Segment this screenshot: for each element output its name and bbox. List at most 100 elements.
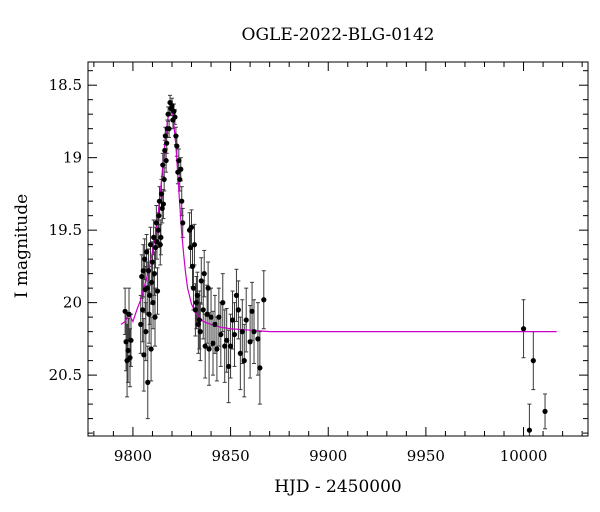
data-point (205, 285, 211, 291)
data-point (520, 326, 527, 332)
data-point (148, 346, 154, 352)
y-tick-label: 18.5 (49, 76, 82, 94)
data-point (526, 427, 533, 433)
data-point (163, 157, 169, 164)
data-point (143, 249, 150, 255)
data-point (147, 292, 153, 298)
data-point (138, 321, 144, 327)
data-point (165, 111, 171, 117)
data-point (188, 224, 195, 230)
error-bars (123, 94, 548, 437)
data-point (197, 329, 203, 335)
x-tick-label: 9800 (114, 447, 152, 465)
data-point (255, 336, 261, 342)
data-point (174, 143, 180, 149)
data-point (227, 343, 234, 349)
x-tick-label: 10000 (500, 447, 548, 465)
data-point (257, 365, 263, 371)
data-point (206, 346, 212, 352)
data-point (212, 321, 218, 327)
data-point (233, 292, 240, 298)
chart-title: OGLE-2022-BLG-0142 (242, 25, 435, 45)
data-point (160, 201, 166, 207)
data-point (151, 234, 157, 241)
data-point (160, 162, 166, 168)
data-point (149, 259, 156, 265)
data-point (169, 102, 175, 109)
data-point (156, 213, 162, 219)
data-point (145, 379, 151, 385)
data-point (176, 157, 182, 164)
data-point (178, 166, 184, 172)
data-point (204, 311, 210, 317)
data-point (157, 242, 163, 248)
data-point (164, 140, 170, 146)
data-point (210, 340, 216, 346)
data-point (172, 114, 178, 120)
data-point (140, 268, 146, 274)
data-point (202, 343, 208, 349)
data-point (123, 339, 129, 345)
data-point (243, 317, 249, 323)
data-point (128, 337, 134, 343)
axis-ticks (88, 62, 588, 436)
data-point (235, 307, 241, 313)
data-point (162, 133, 168, 139)
x-axis-label: HJD - 2450000 (274, 477, 402, 497)
data-point (180, 220, 186, 226)
data-point (224, 337, 230, 343)
data-point (177, 176, 183, 183)
data-point (179, 198, 185, 204)
data-point (154, 288, 161, 294)
data-point (192, 307, 199, 313)
data-point (237, 350, 243, 356)
data-point (216, 314, 222, 320)
data-point (251, 329, 257, 335)
model-curve (120, 108, 557, 333)
data-point (122, 308, 128, 314)
y-tick-label: 19.5 (49, 221, 82, 239)
data-point (194, 292, 200, 298)
data-point (161, 176, 167, 183)
data-point (195, 321, 201, 327)
data-point (249, 308, 255, 314)
data-point (241, 358, 247, 364)
data-point (200, 307, 206, 313)
plot-frame (87, 61, 589, 437)
data-point (158, 191, 165, 197)
data-point (222, 343, 228, 349)
y-tick-label: 19 (63, 149, 82, 167)
data-point (127, 355, 133, 361)
y-axis-label: I magnitude (12, 194, 32, 298)
model-curve-layer (120, 108, 557, 333)
data-point (171, 108, 177, 114)
data-point (166, 126, 172, 132)
tick-labels: 9800 9850 9900 9950 10000 18.5 19 19.5 20 20.5 (49, 76, 548, 465)
data-point (226, 363, 232, 370)
data-point (147, 242, 154, 248)
x-tick-label: 9900 (309, 447, 347, 465)
data-point (193, 300, 199, 306)
data-point (153, 220, 159, 226)
data-point (152, 244, 159, 251)
data-point (542, 408, 548, 414)
data-point (142, 256, 148, 262)
data-point (125, 347, 131, 354)
data-point (530, 358, 536, 364)
data-point (239, 329, 245, 335)
data-point (191, 242, 198, 248)
data-point (144, 285, 150, 291)
data-point (145, 268, 152, 274)
data-point (152, 314, 158, 320)
data-point (141, 352, 147, 358)
data-point (220, 300, 226, 306)
y-tick-label: 20 (63, 294, 82, 312)
data-point (187, 244, 194, 251)
data-point (208, 314, 214, 320)
x-tick-label: 9950 (407, 447, 445, 465)
data-point (189, 263, 196, 269)
x-tick-label: 9850 (211, 447, 249, 465)
data-point (158, 234, 164, 241)
y-tick-label: 20.5 (49, 366, 82, 384)
